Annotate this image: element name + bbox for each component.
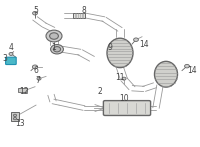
Text: 11: 11 bbox=[115, 73, 125, 82]
Circle shape bbox=[37, 77, 41, 80]
Text: 1: 1 bbox=[52, 42, 56, 52]
Bar bbox=[11, 112, 19, 121]
Circle shape bbox=[134, 38, 138, 41]
Ellipse shape bbox=[154, 61, 178, 87]
Text: 8: 8 bbox=[82, 6, 86, 15]
Bar bbox=[18, 88, 27, 92]
Circle shape bbox=[13, 114, 17, 117]
Text: 13: 13 bbox=[15, 119, 25, 128]
Text: 10: 10 bbox=[119, 94, 129, 103]
Circle shape bbox=[9, 52, 13, 55]
Bar bbox=[73, 13, 85, 18]
Circle shape bbox=[33, 11, 37, 15]
Text: 9: 9 bbox=[108, 42, 112, 52]
FancyBboxPatch shape bbox=[103, 101, 151, 116]
Circle shape bbox=[122, 77, 126, 80]
Text: 14: 14 bbox=[139, 40, 149, 49]
Text: 6: 6 bbox=[34, 66, 38, 75]
Text: 12: 12 bbox=[19, 87, 29, 96]
Text: 4: 4 bbox=[9, 42, 13, 52]
FancyBboxPatch shape bbox=[6, 57, 16, 65]
Circle shape bbox=[185, 64, 189, 68]
Circle shape bbox=[13, 117, 17, 120]
Text: 14: 14 bbox=[187, 66, 197, 75]
Circle shape bbox=[32, 65, 38, 69]
Circle shape bbox=[51, 45, 63, 54]
Text: 5: 5 bbox=[34, 6, 38, 15]
Text: 3: 3 bbox=[3, 54, 7, 63]
Text: 2: 2 bbox=[98, 87, 102, 96]
Circle shape bbox=[50, 33, 58, 39]
Ellipse shape bbox=[107, 38, 133, 68]
Text: 7: 7 bbox=[36, 76, 40, 85]
Circle shape bbox=[46, 30, 62, 42]
Circle shape bbox=[53, 47, 61, 52]
